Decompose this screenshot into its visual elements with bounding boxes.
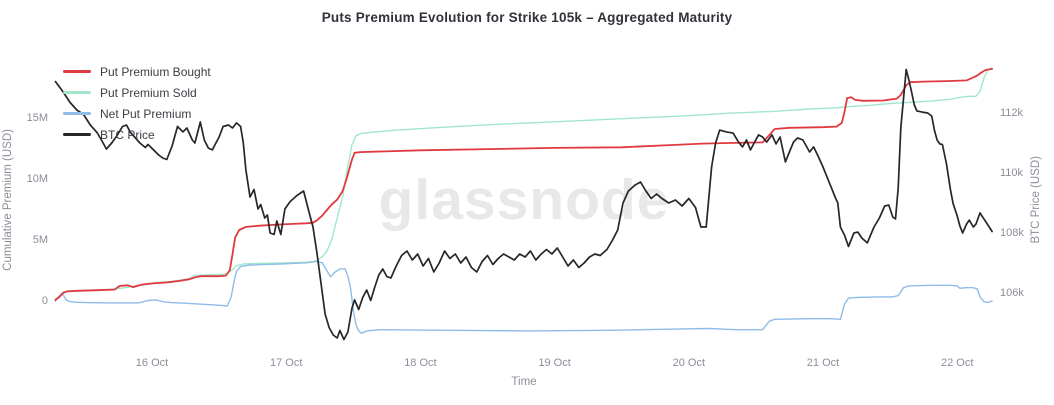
y-left-tick-label: 0 <box>41 294 48 307</box>
series-line-net-put-premium <box>54 260 993 334</box>
legend-swatch-icon <box>63 133 91 136</box>
x-tick-label: 20 Oct <box>672 357 705 369</box>
legend-swatch-icon <box>63 112 91 115</box>
legend-item-btc-price[interactable]: BTC Price <box>63 124 211 145</box>
y-right-tick-label: 112k <box>1000 107 1024 119</box>
x-tick-label: 16 Oct <box>135 357 169 369</box>
x-axis-title: Time <box>511 376 537 388</box>
x-tick-label: 21 Oct <box>806 357 840 369</box>
legend-item-net-put-premium[interactable]: Net Put Premium <box>63 103 211 124</box>
legend-swatch-icon <box>63 91 91 94</box>
y-left-tick-label: 15M <box>26 112 48 125</box>
x-tick-label: 17 Oct <box>269 357 303 369</box>
legend-item-put-premium-sold[interactable]: Put Premium Sold <box>63 82 211 103</box>
y-left-axis-title: Cumulative Premium (USD) <box>2 129 14 271</box>
legend-label: Put Premium Sold <box>100 85 197 100</box>
x-tick-label: 18 Oct <box>404 357 437 369</box>
y-left-tick-label: 5M <box>32 233 48 246</box>
chart-title: Puts Premium Evolution for Strike 105k –… <box>321 10 733 25</box>
legend-label: Net Put Premium <box>100 106 192 121</box>
legend-item-put-premium-bought[interactable]: Put Premium Bought <box>63 61 211 82</box>
y-right-tick-label: 108k <box>1000 227 1024 239</box>
legend-label: Put Premium Bought <box>100 64 211 79</box>
legend-swatch-icon <box>63 70 91 73</box>
y-right-tick-label: 106k <box>1000 287 1024 299</box>
series-line-btc-price <box>54 68 993 341</box>
legend-label: BTC Price <box>100 127 155 142</box>
x-tick-label: 22 Oct <box>940 357 974 369</box>
x-tick-label: 19 Oct <box>538 357 571 369</box>
y-right-tick-label: 110k <box>1000 167 1024 179</box>
y-left-tick-label: 10M <box>26 172 48 185</box>
series-line-put-premium-bought <box>54 68 993 301</box>
y-right-axis-title: BTC Price (USD) <box>1030 156 1042 244</box>
legend: Put Premium Bought Put Premium Sold Net Pu… <box>63 61 211 145</box>
